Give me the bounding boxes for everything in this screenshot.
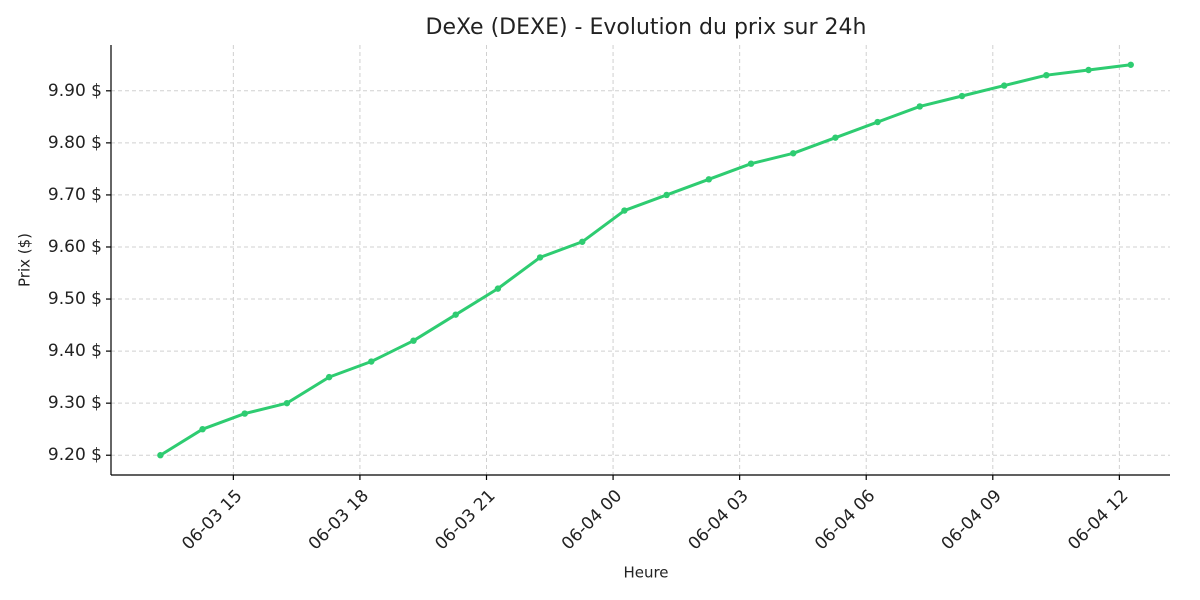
point [1085, 66, 1092, 74]
point [536, 254, 544, 261]
x-axis-label: Heure [623, 564, 668, 582]
x-tick-label: 06-03 21 [431, 486, 499, 554]
point [874, 118, 881, 126]
point [199, 425, 206, 433]
point [579, 238, 586, 245]
point [241, 410, 248, 417]
point [663, 191, 670, 199]
point [621, 207, 628, 214]
grid [111, 45, 1170, 475]
point [958, 92, 966, 100]
point [494, 285, 502, 292]
chart-title: DeXe (DEXE) - Evolution du prix sur 24h [426, 15, 867, 40]
point [747, 160, 755, 167]
point [452, 311, 459, 318]
point [705, 176, 713, 183]
y-tick-label: 9.60 $ [48, 237, 102, 257]
point [1000, 82, 1008, 89]
x-tick-label: 06-04 12 [1064, 486, 1132, 554]
y-tick-label: 9.40 $ [48, 341, 102, 361]
point [157, 452, 164, 459]
x-tick-label: 06-03 15 [178, 486, 246, 554]
point [410, 337, 417, 344]
point [325, 373, 333, 381]
x-tick-label: 06-04 06 [811, 486, 879, 554]
y-tick-label: 9.50 $ [48, 289, 102, 309]
x-tick-label: 06-04 03 [685, 486, 753, 554]
x-tick-label: 06-04 00 [558, 486, 626, 554]
point [790, 150, 797, 157]
y-tick-label: 9.90 $ [48, 81, 102, 101]
y-axis-label: Prix ($) [16, 233, 34, 287]
y-tick-label: 9.20 $ [48, 445, 102, 465]
point [1127, 61, 1134, 68]
x-tick-label: 06-03 18 [305, 486, 373, 554]
point [832, 134, 839, 141]
plot [157, 61, 1134, 459]
point [368, 358, 375, 365]
y-tick-label: 9.30 $ [48, 393, 102, 413]
y-tick-label: 9.70 $ [48, 185, 102, 205]
line [159, 63, 1131, 457]
point [283, 399, 291, 407]
point [916, 103, 924, 110]
y-tick-label: 9.80 $ [48, 133, 102, 153]
x-tick-label: 06-04 09 [938, 486, 1006, 554]
point [1043, 71, 1050, 79]
